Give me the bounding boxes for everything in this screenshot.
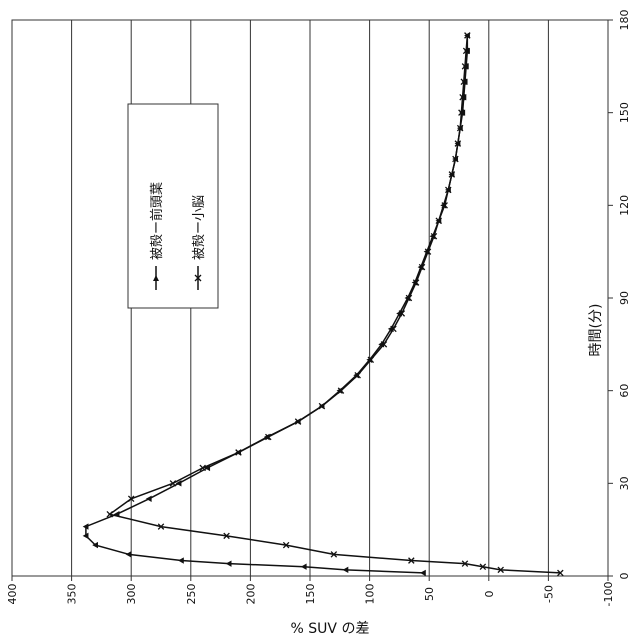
value-tick-label: -100 xyxy=(602,582,615,607)
data-point-triangle xyxy=(126,551,132,557)
value-tick-label: 0 xyxy=(483,591,496,598)
value-tick-label: 50 xyxy=(423,587,436,601)
data-point-triangle xyxy=(343,567,349,573)
value-tick-label: 200 xyxy=(244,584,257,605)
data-point-triangle xyxy=(146,496,152,502)
y-axis-title: % SUV の差 xyxy=(291,621,370,637)
legend-label: 被殻ー前頭葉 xyxy=(149,182,165,260)
value-tick-label: 150 xyxy=(304,584,317,605)
time-tick-label: 60 xyxy=(618,384,631,398)
time-tick-label: 150 xyxy=(618,102,631,123)
value-tick-label: 350 xyxy=(66,584,79,605)
data-point-triangle xyxy=(226,560,232,566)
time-tick-label: 120 xyxy=(618,195,631,216)
x-axis-title: 時間(分) xyxy=(588,304,604,357)
value-tick-label: 400 xyxy=(6,584,19,605)
time-tick-label: 30 xyxy=(618,476,631,490)
time-tick-label: 0 xyxy=(618,573,631,580)
value-tick-label: 300 xyxy=(125,584,138,605)
data-point-triangle xyxy=(420,570,426,576)
value-tick-label: 250 xyxy=(185,584,198,605)
value-tick-label: -50 xyxy=(542,585,555,603)
data-point-triangle xyxy=(301,564,307,570)
time-tick-label: 90 xyxy=(618,291,631,305)
value-tick-label: 100 xyxy=(364,584,377,605)
time-tick-label: 180 xyxy=(618,10,631,31)
data-point-triangle xyxy=(178,557,184,563)
legend-label: 被殻ー小脳 xyxy=(192,195,207,260)
